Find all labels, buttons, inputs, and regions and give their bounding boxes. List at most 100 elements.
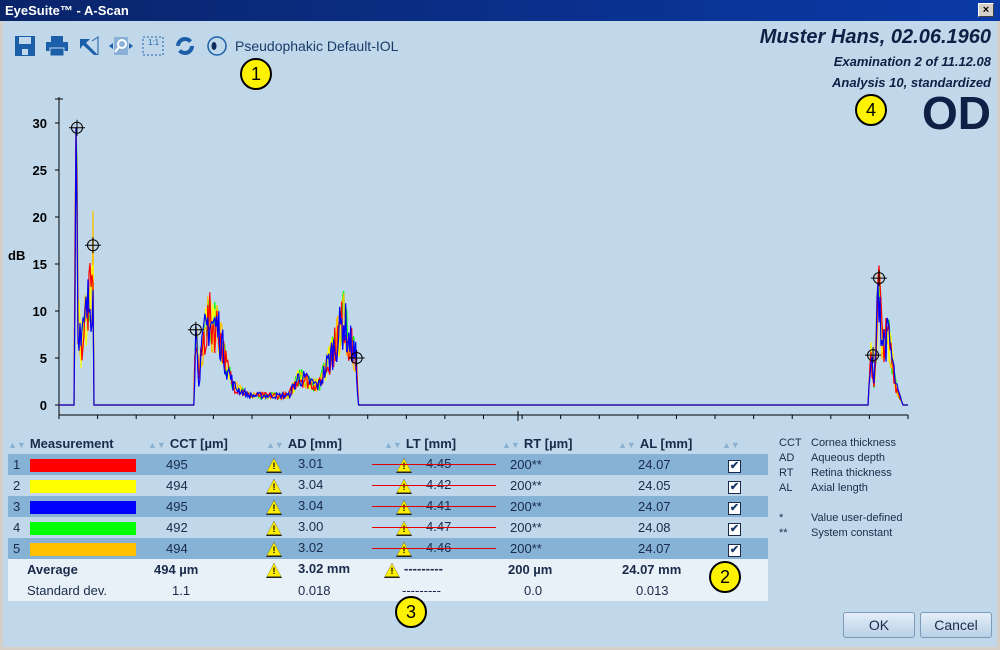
warning-icon	[396, 541, 412, 557]
rt-value: 200**	[502, 496, 618, 517]
eye-icon[interactable]	[205, 34, 229, 58]
lt-value: 4.45	[426, 456, 452, 472]
al-value: 24.08	[618, 517, 722, 538]
table-row[interactable]: 5 494 3.02 4.46 200** 24.07 ✔	[8, 538, 768, 559]
stddev-row: Standard dev. 1.1 0.018 --------- 0.0 0.…	[8, 580, 768, 601]
include-checkbox[interactable]: ✔	[728, 543, 741, 557]
series-line-5	[59, 127, 908, 406]
row-number: 1	[13, 456, 21, 472]
warning-icon	[396, 499, 412, 515]
peak-marker-cross	[68, 119, 85, 136]
stddev-ad: 0.018	[298, 583, 331, 598]
peak-marker-cross	[187, 321, 204, 338]
y-tick-label: 25	[33, 163, 47, 178]
row-number: 2	[13, 477, 21, 493]
lt-strike: 4.45	[384, 456, 452, 473]
y-tick-label: 15	[33, 257, 47, 272]
cct-value: 494	[148, 475, 266, 496]
series-line-3	[59, 127, 908, 406]
include-checkbox[interactable]: ✔	[728, 480, 741, 494]
al-value: 24.07	[618, 454, 722, 475]
ad-value: 3.02	[298, 540, 324, 556]
series-color-swatch	[29, 522, 136, 536]
rt-value: 200**	[502, 517, 618, 538]
legend-item: CCT Cornea thickness	[779, 437, 896, 449]
stddev-al: 0.013	[618, 580, 722, 601]
save-icon[interactable]	[13, 34, 37, 58]
ad-value: 3.01	[298, 456, 324, 472]
zoom-icon[interactable]	[109, 34, 133, 58]
eye-side: OD	[922, 87, 991, 139]
y-tick-label: 10	[33, 304, 47, 319]
abbreviation-legend: CCT Cornea thickness AD Aqueous depth RT Reti…	[779, 436, 903, 541]
toolbar: 1:1 Pseudophakic Default-IOL	[13, 34, 398, 58]
stddev-lt: ---------	[402, 583, 441, 598]
al-value: 24.07	[618, 496, 722, 517]
include-checkbox[interactable]: ✔	[728, 522, 741, 536]
patient-name: Muster Hans, 02.06.1960	[759, 26, 991, 48]
col-ad[interactable]: ▲▼ AD [mm]	[266, 436, 342, 451]
series-color-swatch	[29, 459, 136, 473]
cancel-button[interactable]: Cancel	[920, 612, 992, 638]
ad-value: 3.04	[298, 498, 324, 514]
include-checkbox[interactable]: ✔	[728, 459, 741, 473]
col-rt[interactable]: ▲▼ RT [µm]	[502, 436, 573, 451]
average-label: Average	[8, 559, 148, 580]
series-color-swatch	[29, 480, 136, 494]
lt-value: 4.41	[426, 498, 452, 514]
warning-icon	[266, 499, 282, 515]
table-row[interactable]: 1 495 3.01 4.45 200** 24.07 ✔	[8, 454, 768, 475]
average-lt: ---------	[404, 561, 443, 577]
series-color-swatch	[29, 543, 136, 557]
window-title: EyeSuite™ - A-Scan	[5, 3, 129, 18]
lt-strike: 4.41	[384, 498, 452, 515]
average-row: Average 494 µm 3.02 mm --------- 200 µm …	[8, 559, 768, 580]
cct-value: 495	[148, 454, 266, 475]
series-line-1	[59, 127, 908, 406]
series-color-swatch	[29, 501, 136, 515]
al-value: 24.05	[618, 475, 722, 496]
cct-value: 492	[148, 517, 266, 538]
iol-label[interactable]: Pseudophakic Default-IOL	[235, 38, 399, 54]
callout-3: 3	[395, 596, 427, 628]
col-cct[interactable]: ▲▼ CCT [µm]	[148, 436, 228, 451]
title-bar: EyeSuite™ - A-Scan ×	[0, 0, 1000, 21]
print-icon[interactable]	[45, 34, 69, 58]
measurement-table: ▲▼ Measurement ▲▼ CCT [µm] ▲▼ AD [mm] ▲▼ LT …	[8, 433, 768, 601]
lt-value: 4.42	[426, 477, 452, 493]
y-axis-label: dB	[8, 248, 25, 263]
col-lt[interactable]: ▲▼ LT [mm]	[384, 436, 457, 451]
ad-value: 3.00	[298, 519, 324, 535]
stddev-rt: 0.0	[502, 580, 618, 601]
average-al: 24.07 mm	[618, 559, 722, 580]
export-icon[interactable]	[77, 34, 101, 58]
ok-button[interactable]: OK	[843, 612, 915, 638]
include-checkbox[interactable]: ✔	[728, 501, 741, 515]
close-button[interactable]: ×	[978, 3, 994, 17]
y-tick-label: 30	[33, 116, 47, 131]
cct-value: 494	[148, 538, 266, 559]
col-select[interactable]: ▲▼	[722, 440, 740, 450]
refresh-icon[interactable]	[173, 34, 197, 58]
warning-icon	[266, 562, 282, 578]
warning-icon	[384, 562, 400, 578]
warning-icon	[396, 520, 412, 536]
a-scan-chart[interactable]: 0 5 10 15 20 25 30 dB	[0, 90, 1000, 430]
table-row[interactable]: 2 494 3.04 4.42 200** 24.05 ✔	[8, 475, 768, 496]
lt-strike: 4.42	[384, 477, 452, 494]
col-measurement[interactable]: ▲▼ Measurement	[8, 436, 114, 451]
peak-marker-cross	[348, 350, 365, 366]
fit-1to1-icon[interactable]: 1:1	[141, 34, 165, 58]
warning-icon	[396, 457, 412, 473]
svg-text:1:1: 1:1	[148, 38, 160, 47]
table-row[interactable]: 4 492 3.00 4.47 200** 24.08 ✔	[8, 517, 768, 538]
warning-icon	[396, 478, 412, 494]
col-al[interactable]: ▲▼ AL [mm]	[618, 436, 693, 451]
average-ad: 3.02 mm	[298, 561, 351, 577]
lt-strike: 4.47	[384, 519, 451, 536]
y-tick-label: 20	[33, 210, 47, 225]
callout-2: 2	[709, 561, 741, 593]
table-row[interactable]: 3 495 3.04 4.41 200** 24.07 ✔	[8, 496, 768, 517]
stddev-label: Standard dev.	[8, 580, 148, 601]
y-tick-label: 0	[40, 398, 47, 413]
